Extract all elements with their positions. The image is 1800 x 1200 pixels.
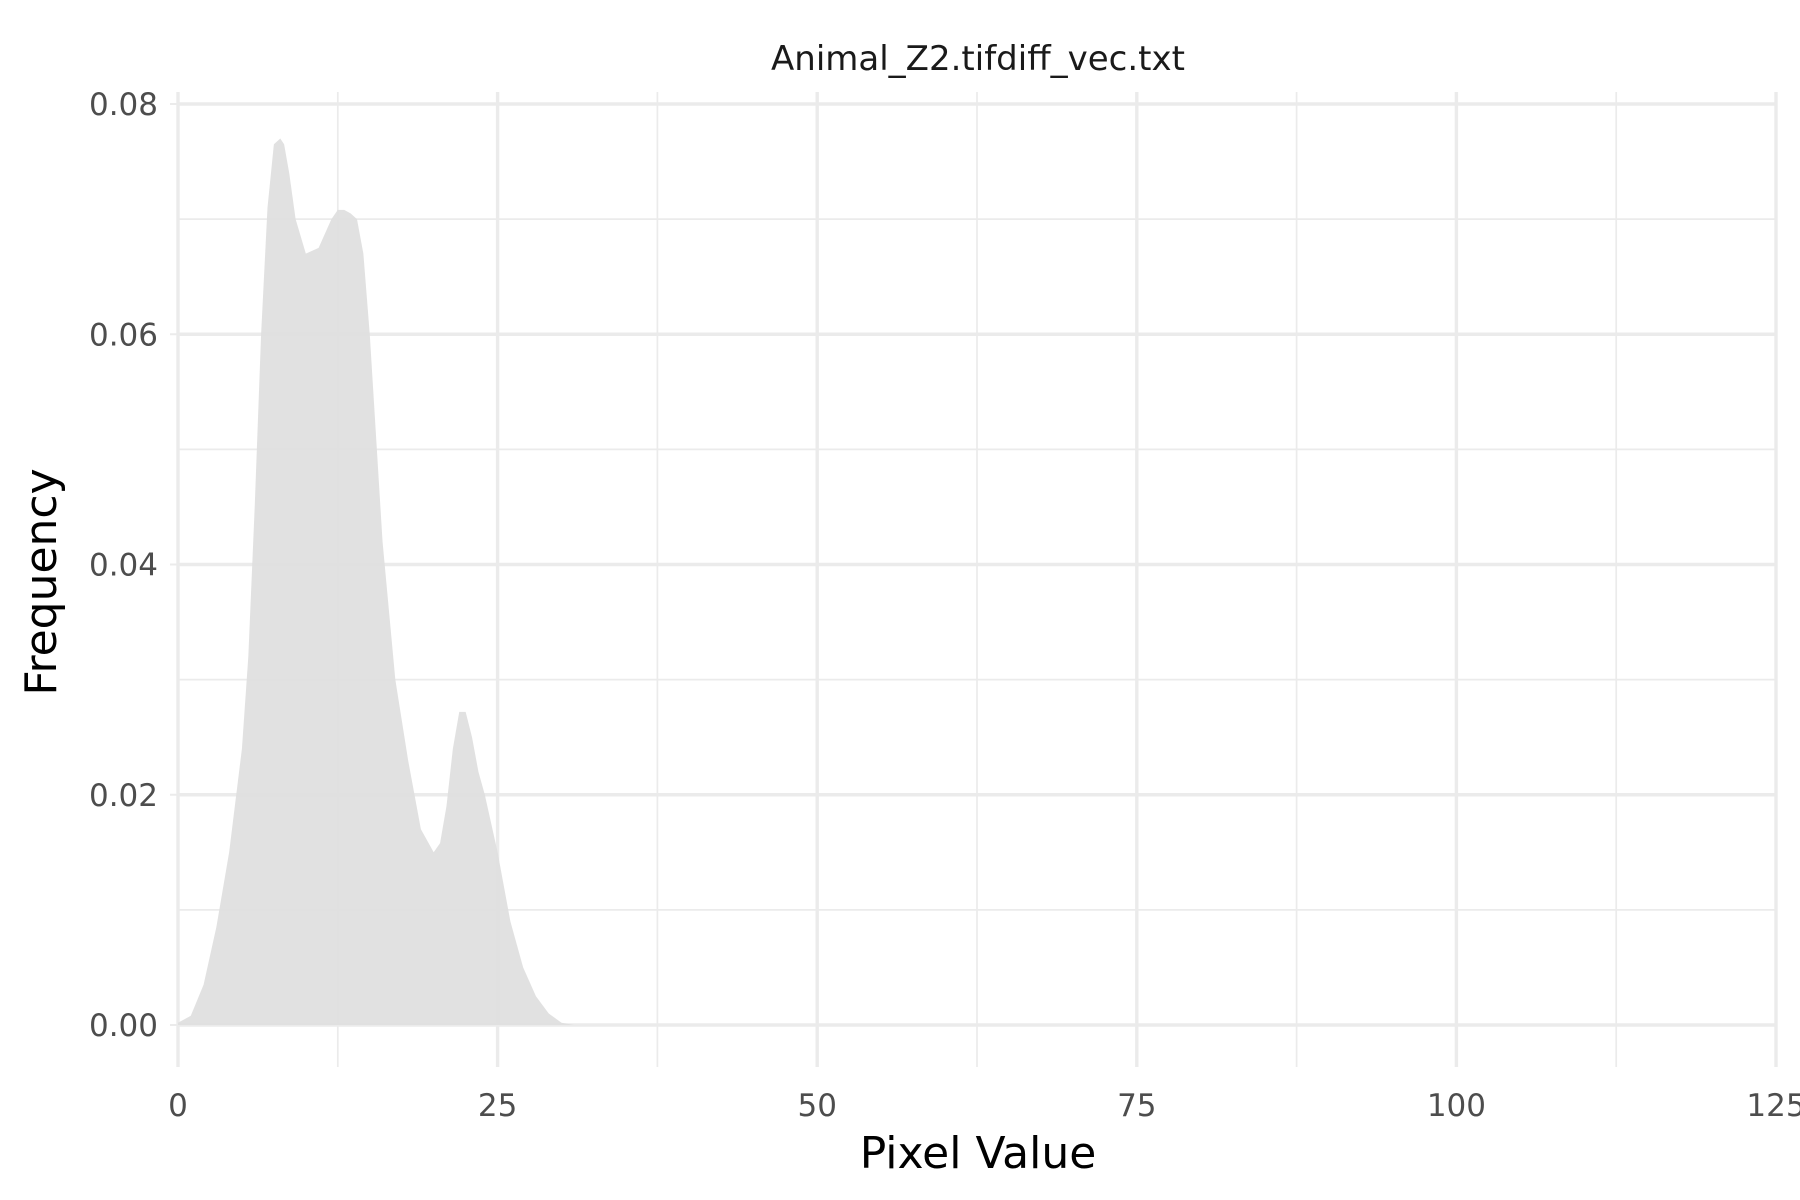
chart-title: Animal_Z2.tifdiff_vec.txt [771,39,1185,79]
x-tick-label: 25 [478,1088,517,1124]
x-tick-label: 50 [797,1088,836,1124]
y-tick-label: 0.02 [89,778,158,814]
x-tick-label: 100 [1427,1088,1486,1124]
y-axis-title: Frequency [16,468,67,695]
x-tick-label: 125 [1746,1088,1800,1124]
x-axis-ticks: 0 25 50 75 100 125 [168,1088,1800,1124]
grid [170,92,1778,1067]
y-axis-ticks: 0.00 0.02 0.04 0.06 0.08 [89,87,158,1044]
x-tick-label: 0 [168,1088,188,1124]
density-area-layer [178,138,1776,1026]
x-axis-title: Pixel Value [860,1128,1097,1179]
y-tick-label: 0.08 [89,87,158,123]
y-tick-label: 0.06 [89,317,158,353]
density-area [178,138,1776,1026]
x-tick-label: 75 [1117,1088,1156,1124]
y-tick-label: 0.04 [89,548,158,584]
y-tick-label: 0.00 [89,1008,158,1044]
